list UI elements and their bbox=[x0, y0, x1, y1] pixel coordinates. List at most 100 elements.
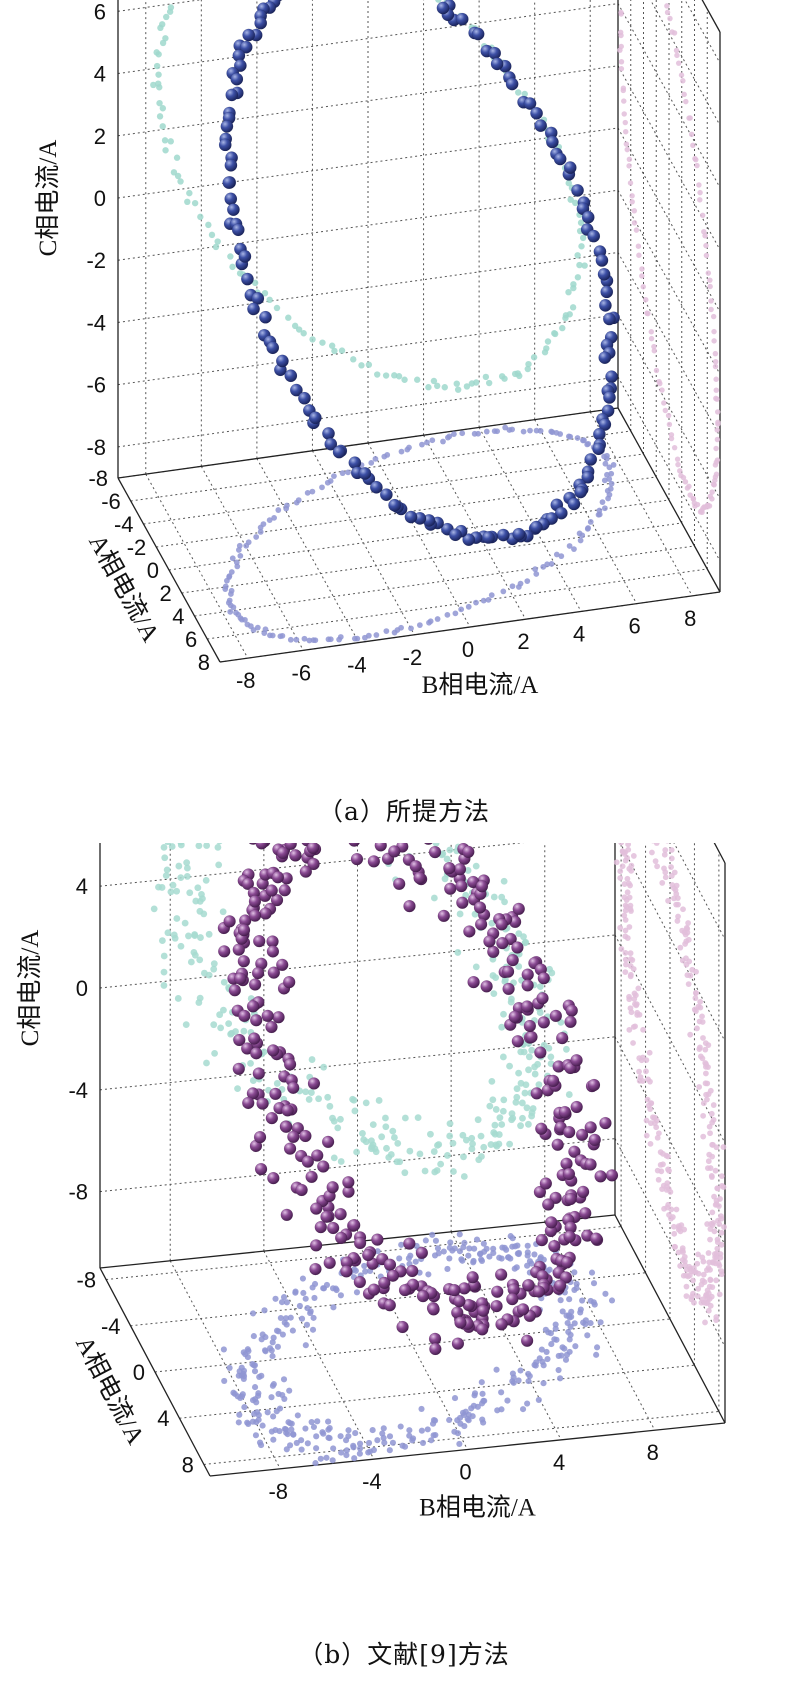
chart-a-data-point bbox=[239, 40, 253, 54]
chart-b-proj-bc-point bbox=[168, 843, 176, 850]
chart-b-proj-ab-point bbox=[307, 1310, 314, 1317]
chart-b-proj-bc-point bbox=[177, 942, 185, 950]
chart-b-proj-ac-point bbox=[709, 1141, 716, 1148]
chart-a-ytick-label: 6 bbox=[185, 627, 197, 652]
chart-a-proj-bc-point bbox=[155, 71, 162, 78]
chart-b-proj-bc-point bbox=[491, 1130, 499, 1138]
chart-b-proj-ac-point bbox=[712, 1167, 719, 1174]
chart-a-proj-ac-point bbox=[683, 98, 689, 105]
chart-b-proj-ab-point bbox=[249, 1310, 257, 1317]
chart-b-data-point bbox=[248, 843, 258, 845]
chart-b-proj-ab-point bbox=[280, 1294, 288, 1301]
chart-b-proj-bc-point bbox=[362, 1138, 370, 1146]
chart-a-proj-ab-point bbox=[339, 470, 346, 477]
chart-b-proj-bc-point bbox=[446, 1132, 454, 1140]
chart-b-data-point bbox=[494, 1268, 508, 1281]
chart-b-proj-ac-point bbox=[622, 956, 629, 963]
chart-b-grid-floor-y bbox=[106, 1226, 622, 1281]
chart-b-proj-ac-point bbox=[693, 990, 700, 996]
chart-b-data-point bbox=[502, 982, 515, 996]
chart-b-proj-ac-point bbox=[630, 853, 637, 859]
chart-a-proj-ac-point bbox=[651, 348, 658, 354]
chart-b-proj-bc-point bbox=[501, 978, 509, 985]
chart-a-data-point bbox=[574, 485, 588, 499]
chart-a-grid-side-z bbox=[617, 189, 721, 375]
chart-b-proj-bc-point bbox=[430, 894, 438, 902]
chart-a-proj-ac-point bbox=[633, 227, 640, 233]
chart-b-proj-ab-point bbox=[406, 1432, 413, 1439]
chart-b-proj-ac-point bbox=[668, 855, 675, 862]
chart-b-grid-side-z bbox=[614, 934, 726, 1144]
chart-a-proj-ac-point bbox=[648, 329, 655, 335]
chart-a-proj-ab-point bbox=[480, 597, 487, 604]
chart-a-proj-bc-point bbox=[166, 8, 174, 15]
chart-b-proj-bc-point bbox=[232, 1028, 239, 1035]
chart-b-data-point bbox=[413, 871, 426, 885]
chart-a-data-point bbox=[581, 470, 595, 484]
chart-b-proj-ab-point bbox=[579, 1297, 586, 1304]
chart-a-proj-ac-point bbox=[618, 59, 625, 65]
chart-a-proj-ac-point bbox=[668, 432, 675, 438]
chart-b-proj-bc-point bbox=[393, 1158, 401, 1166]
chart-b-proj-ac-point bbox=[690, 1277, 696, 1284]
chart-a-data-point bbox=[358, 467, 372, 480]
chart-b-proj-ab-point bbox=[282, 1315, 290, 1322]
chart-b-proj-ac-point bbox=[634, 1009, 641, 1016]
chart-b-data-point bbox=[241, 877, 255, 891]
chart-b-data-point bbox=[520, 1334, 534, 1347]
chart-b-proj-ab-point bbox=[236, 1411, 243, 1418]
chart-b-proj-ab-point bbox=[299, 1275, 306, 1282]
chart-b-proj-bc-point bbox=[382, 1114, 389, 1122]
chart-a-proj-ab-point bbox=[235, 547, 242, 553]
chart-b-proj-ab-point bbox=[486, 1253, 493, 1260]
chart-b-proj-ab-point bbox=[283, 1446, 290, 1453]
chart-b-proj-bc-point bbox=[468, 1134, 476, 1142]
chart-a-proj-ab-point bbox=[606, 476, 613, 482]
chart-b-proj-ac-point bbox=[685, 936, 692, 943]
chart-a-xtick-label: 2 bbox=[517, 629, 529, 654]
chart-b-proj-ac-point bbox=[708, 1173, 715, 1179]
chart-b-grid-side-z bbox=[673, 843, 726, 940]
chart-b-proj-bc-point bbox=[520, 1048, 528, 1056]
chart-b-proj-ab-point bbox=[456, 1248, 464, 1255]
chart-a-proj-ac-point bbox=[673, 47, 680, 54]
chart-a-ytick-label: 2 bbox=[160, 581, 172, 606]
chart-b-proj-ab-point bbox=[269, 1353, 276, 1360]
chart-b-proj-ab-point bbox=[542, 1326, 549, 1333]
chart-b-proj-bc-point bbox=[177, 874, 185, 882]
chart-b-proj-ab-point bbox=[557, 1297, 564, 1304]
chart-a-xtick-label: 0 bbox=[462, 637, 474, 662]
chart-b-proj-bc-point bbox=[161, 854, 169, 862]
chart-b-proj-ac-point bbox=[657, 1162, 664, 1168]
chart-a-proj-bc-point bbox=[577, 219, 585, 226]
chart-b-data-point bbox=[553, 1279, 567, 1292]
chart-b-frame-edge bbox=[209, 1422, 726, 1477]
chart-b-data-point bbox=[251, 966, 265, 980]
chart-b-data-point bbox=[275, 958, 289, 972]
chart-a-proj-ac-point bbox=[707, 493, 714, 500]
chart-b-proj-ac-point bbox=[695, 1285, 702, 1292]
chart-b-proj-ac-point bbox=[628, 862, 635, 869]
chart-b-data-point bbox=[563, 1230, 576, 1243]
chart-b-proj-bc-point bbox=[492, 1106, 500, 1113]
chart-b-proj-ac-point bbox=[648, 1120, 654, 1127]
chart-a-proj-ac-point bbox=[715, 419, 721, 426]
chart-b-proj-bc-point bbox=[205, 930, 213, 938]
chart-b-data-point bbox=[350, 852, 364, 866]
chart-b-proj-ac-point bbox=[688, 1296, 695, 1303]
chart-a-proj-bc-point bbox=[514, 370, 522, 377]
chart-b-proj-ab-point bbox=[513, 1264, 520, 1271]
chart-b-data-point bbox=[265, 1020, 278, 1034]
chart-a-data-point bbox=[254, 16, 268, 30]
chart-b-data-point bbox=[248, 895, 262, 908]
chart-a-proj-ab-point bbox=[533, 427, 540, 434]
chart-b-proj-ac-point bbox=[647, 1141, 654, 1147]
chart-a-xtick-label: 4 bbox=[573, 621, 585, 646]
chart-b-proj-ac-point bbox=[645, 1076, 652, 1083]
chart-a-proj-ab-point bbox=[243, 542, 250, 549]
chart-a-grid-back-z bbox=[117, 376, 619, 448]
chart-b-proj-bc-point bbox=[167, 888, 175, 896]
chart-b-proj-ac-point bbox=[686, 958, 693, 965]
chart-a-proj-ab-point bbox=[451, 431, 457, 438]
chart-b-data-point bbox=[576, 1185, 590, 1199]
